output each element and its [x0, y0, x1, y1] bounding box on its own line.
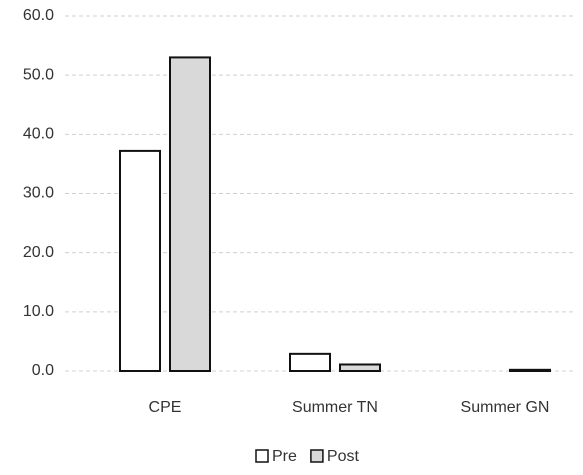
- x-tick-label: Summer GN: [461, 399, 550, 416]
- y-tick-label: 20.0: [23, 244, 54, 261]
- bar: [169, 56, 211, 373]
- bar: [119, 149, 161, 372]
- legend-label: Pre: [272, 448, 297, 465]
- bar: [289, 352, 331, 373]
- y-tick-label: 50.0: [23, 66, 54, 83]
- x-tick-label: Summer TN: [292, 399, 378, 416]
- y-tick-label: 40.0: [23, 126, 54, 143]
- bar: [339, 363, 381, 373]
- y-tick-label: 0.0: [32, 362, 54, 379]
- x-tick-label: CPE: [149, 399, 182, 416]
- y-tick-label: 30.0: [23, 185, 54, 202]
- legend-swatch: [255, 449, 269, 463]
- legend-label: Post: [327, 448, 360, 465]
- legend-swatch: [310, 449, 324, 463]
- bar: [509, 368, 551, 373]
- y-tick-label: 60.0: [23, 7, 54, 24]
- y-tick-label: 10.0: [23, 303, 54, 320]
